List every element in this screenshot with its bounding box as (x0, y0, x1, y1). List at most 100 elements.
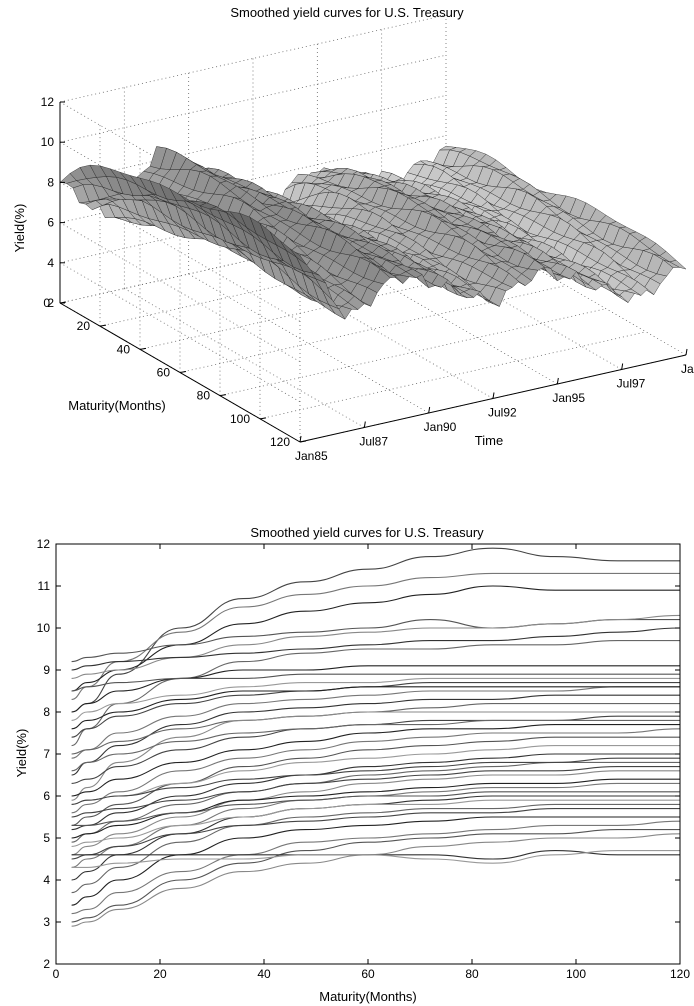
yield-curve-line-19 (71, 736, 680, 826)
yield-curve-line-23 (71, 766, 680, 818)
surface-z-axis-label: Yield(%) (12, 204, 27, 253)
time-tick-label-Jul87: Jul87 (359, 435, 388, 449)
y-tick-label-8: 8 (43, 705, 50, 719)
time-tick-label-Jan95: Jan95 (552, 391, 585, 405)
y-tick-label-12: 12 (37, 537, 51, 551)
surface-plot: Smoothed yield curves for U.S. Treasury … (12, 5, 694, 463)
y-tick-label-10: 10 (37, 621, 51, 635)
surface-mesh (59, 145, 687, 320)
time-tick-label-Jul97: Jul97 (617, 377, 646, 391)
maturity-tick-label-60: 60 (157, 366, 171, 380)
time-tick-label-Jan90: Jan90 (424, 420, 457, 434)
z-tick-label-2: 2 (47, 296, 54, 310)
line-y-axis-label: Yield(%) (14, 729, 29, 778)
yield-curve-line-33 (71, 820, 681, 915)
yield-curve-line-6 (71, 627, 681, 671)
yield-curve-line-24 (71, 770, 680, 856)
yield-curve-line-27 (71, 791, 680, 826)
surface-chart-title: Smoothed yield curves for U.S. Treasury (230, 5, 464, 20)
yield-curve-line-4 (71, 619, 680, 663)
line-plot: Smoothed yield curves for U.S. Treasury … (14, 525, 690, 1004)
x-tick-label-120: 120 (670, 967, 690, 981)
time-tick-mark-Jan90 (428, 406, 431, 414)
yield-curve-line-39 (71, 719, 680, 772)
maturity-tick-label-120: 120 (270, 435, 290, 449)
time-tick-mark-Jan85 (299, 435, 302, 443)
time-tick-label-Jan85: Jan85 (295, 449, 328, 463)
surface-time-axis-label: Time (475, 433, 503, 448)
maturity-tick-mark-0 (59, 301, 67, 304)
line-x-axis-label: Maturity(Months) (319, 989, 417, 1004)
z-tick-label-4: 4 (47, 256, 54, 270)
time-tick-mark-Jul87 (363, 421, 366, 428)
yield-curve-line-29 (71, 799, 680, 847)
yield-curve-line-15 (71, 711, 680, 801)
yield-curve-line-32 (71, 816, 680, 906)
y-tick-label-7: 7 (43, 747, 50, 761)
time-tick-mark-Jul97 (621, 363, 624, 370)
z-tick-label-12: 12 (41, 95, 55, 109)
x-tick-label-80: 80 (465, 967, 479, 981)
yield-curve-line-8 (71, 665, 680, 713)
maturity-tick-mark-60 (179, 371, 187, 373)
maturity-tick-label-40: 40 (117, 342, 131, 356)
x-tick-label-100: 100 (566, 967, 586, 981)
time-tick-label-Jan00: Jan00 (681, 362, 694, 376)
y-tick-label-5: 5 (43, 831, 50, 845)
yield-curve-line-3 (71, 585, 680, 692)
maturity-tick-mark-20 (99, 324, 107, 327)
maturity-tick-mark-40 (139, 347, 147, 350)
maturity-tick-label-20: 20 (77, 319, 91, 333)
time-tick-label-Jul92: Jul92 (488, 406, 517, 420)
maturity-tick-label-0: 0 (43, 296, 50, 310)
yield-curve-line-11 (71, 682, 680, 738)
surface-axes: 24681012020406080100120Jan85Jul87Jan90Ju… (41, 95, 694, 463)
yield-curve-line-35 (71, 833, 681, 927)
maturity-tick-label-100: 100 (230, 412, 250, 426)
yield-curve-line-34 (71, 829, 680, 923)
yield-curve-line-17 (71, 724, 680, 797)
yield-curve-line-21 (71, 753, 680, 831)
y-tick-label-11: 11 (38, 579, 51, 593)
time-tick-mark-Jan95 (556, 377, 559, 385)
time-tick-mark-Jan00 (685, 348, 688, 356)
y-tick-label-6: 6 (43, 789, 50, 803)
maturity-tick-mark-100 (259, 417, 267, 420)
y-tick-label-9: 9 (43, 663, 50, 677)
yield-curve-line-7 (71, 640, 680, 747)
yield-curve-line-12 (71, 686, 680, 759)
x-tick-label-40: 40 (257, 967, 271, 981)
line-series-group (71, 547, 681, 927)
yield-curve-line-5 (71, 614, 681, 679)
maturity-tick-label-80: 80 (197, 389, 211, 403)
yield-curve-line-13 (71, 694, 680, 776)
line-plot-ticks: 0 20 40 60 80 100 120 2 3 4 5 6 7 8 9 10 11 12 (37, 537, 691, 981)
yield-curve-line-30 (71, 803, 680, 894)
time-tick-mark-Jul92 (492, 392, 495, 399)
surface-patch (59, 173, 77, 184)
yield-curve-line-14 (71, 703, 680, 755)
yield-curve-line-38 (71, 757, 680, 805)
x-tick-label-20: 20 (153, 967, 167, 981)
yield-curve-line-37 (71, 850, 680, 868)
y-tick-label-3: 3 (43, 915, 50, 929)
x-tick-label-60: 60 (361, 967, 375, 981)
line-chart-title: Smoothed yield curves for U.S. Treasury (250, 525, 484, 540)
maturity-tick-mark-120 (299, 440, 307, 443)
yield-curve-line-9 (71, 673, 680, 692)
yield-curve-line-31 (71, 808, 680, 860)
x-tick-label-0: 0 (53, 967, 60, 981)
yield-curve-line-10 (71, 677, 680, 721)
z-tick-label-8: 8 (47, 175, 54, 189)
grid-floor-m-100 (259, 331, 647, 420)
yield-curve-line-18 (71, 728, 681, 814)
surface-maturity-axis-label: Maturity(Months) (68, 398, 166, 413)
y-tick-label-4: 4 (43, 873, 50, 887)
yield-curve-line-1 (71, 547, 680, 713)
y-tick-label-2: 2 (43, 957, 50, 971)
maturity-tick-mark-80 (219, 394, 227, 397)
z-tick-label-6: 6 (47, 216, 54, 230)
yield-curve-line-25 (71, 778, 680, 839)
yield-curve-line-40 (71, 686, 680, 730)
